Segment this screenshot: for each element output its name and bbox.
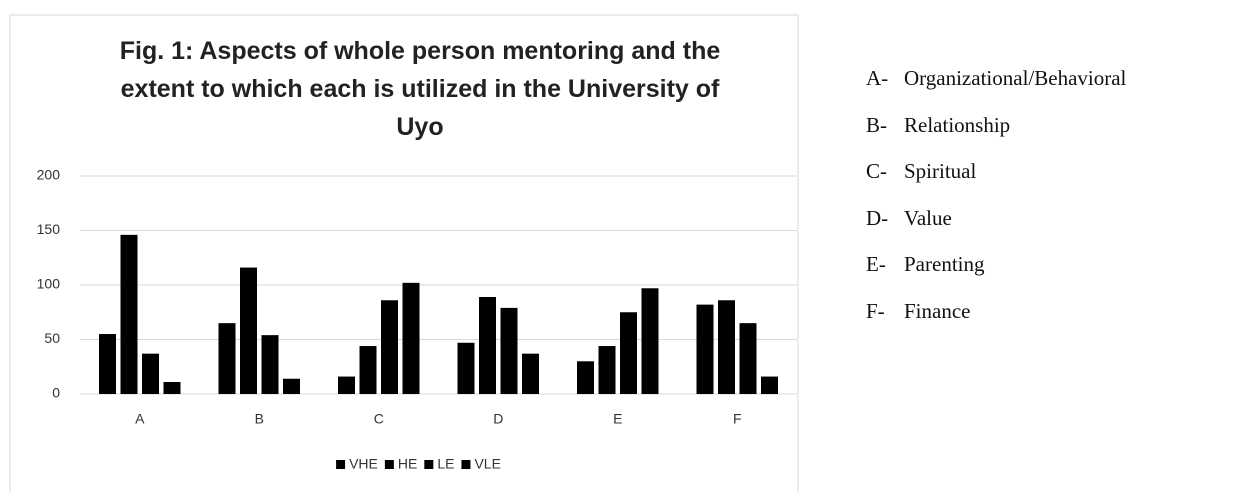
x-tick-label: E [613,411,622,427]
legend-label: VLE [474,456,500,472]
key-label: Organizational/Behavioral [904,66,1127,90]
x-tick-label: D [493,411,503,427]
bar [479,296,496,394]
bar [718,300,735,394]
y-tick-label: 200 [37,167,61,183]
y-tick-label: 0 [52,385,60,401]
legend-swatch [336,460,346,469]
key-item: C- Spiritual [866,159,1126,206]
bar [577,361,594,394]
bar [402,282,420,394]
key-letter: D- [866,205,889,230]
key-letter: E- [866,252,886,276]
key-label: Value [904,205,952,230]
key-letter: F- [866,298,885,323]
key-letter: C- [866,159,887,183]
key-item: A- Organizational/Behavioral [866,66,1126,113]
chart-border [9,14,799,492]
legend-swatch [461,460,471,469]
bar [381,300,398,394]
x-tick-label: F [733,411,742,427]
bar [500,307,518,394]
bar [598,346,616,394]
x-tick-label: A [135,411,145,427]
bar [739,323,757,394]
bar [99,334,116,394]
key-letter: A- [866,66,889,90]
y-tick-label: 150 [37,221,61,237]
chart-title: Fig. 1: Aspects of whole person mentorin… [119,37,721,141]
x-tick-label: C [374,411,384,427]
bar [283,378,300,394]
key-item: D- Value [866,206,1126,253]
key-label: Parenting [904,252,985,276]
key-item: B- Relationship [866,113,1126,160]
legend-label: LE [437,456,454,472]
x-tick-label: B [255,411,264,427]
bar [522,353,539,394]
y-tick-label: 100 [37,276,61,292]
y-tick-label: 50 [44,330,60,346]
key-item: F- Finance [866,299,1126,346]
bar [359,346,377,394]
bar [163,382,181,394]
key-letter: B- [866,112,887,137]
bar [142,353,159,394]
key-item: E- Parenting [866,252,1126,299]
key-label: Spiritual [904,159,977,183]
legend-swatch [424,460,434,469]
key-list: A- Organizational/Behavioral B- Relationshi… [866,66,1126,345]
bar [457,342,475,394]
bar [338,376,355,394]
bar [240,267,257,394]
legend-swatch [384,460,394,469]
bar [620,312,637,394]
bar [261,335,279,394]
bar [696,304,714,394]
bar [218,323,236,394]
key-label: Finance [904,298,971,323]
bar [761,376,778,394]
bar [641,288,659,394]
bar [120,234,138,394]
key-label: Relationship [904,112,1011,137]
legend-label: VHE [349,456,378,472]
legend-label: HE [398,456,417,472]
